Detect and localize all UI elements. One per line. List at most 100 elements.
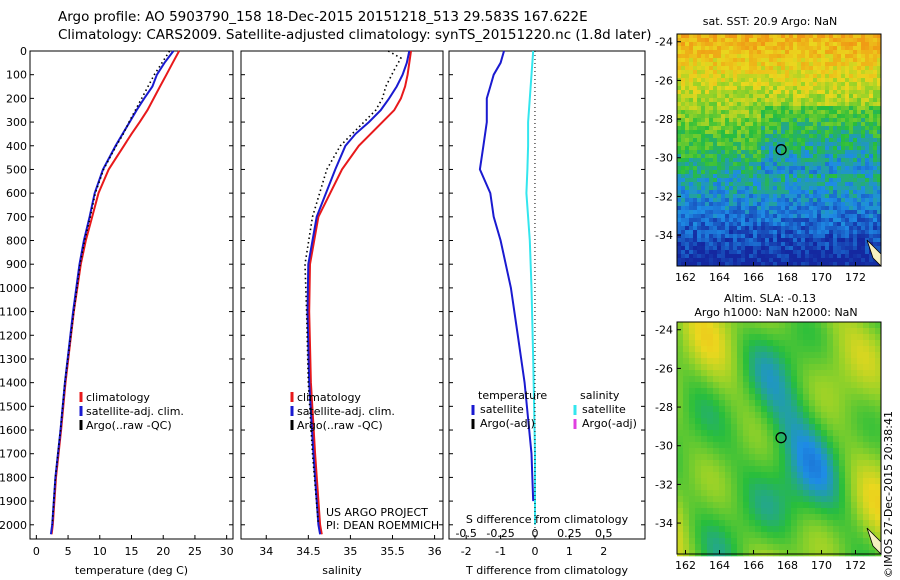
salinity-legend-label: Argo(..raw -QC) (297, 419, 383, 432)
sst-map-coastline (866, 239, 882, 267)
salinity-legend-label: climatology (297, 391, 361, 404)
temperature-xtick-label: 10 (93, 545, 107, 558)
temperature-xtick-label: 15 (125, 545, 139, 558)
sst-map-ytick-label: -32 (655, 190, 673, 203)
sla-map-subtitle: Argo h1000: NaN h2000: NaN (694, 306, 857, 319)
sst-map-xtick-label: 172 (845, 271, 866, 284)
salinity-xlabel: salinity (322, 564, 362, 577)
depth-tick-label: 1300 (0, 353, 27, 366)
difference-series-temperature-satellite (478, 50, 535, 502)
depth-tick-label: 600 (6, 187, 27, 200)
temperature-plot-frame (29, 50, 234, 540)
depth-tick-label: 1000 (0, 282, 27, 295)
sst-map-xtick-label: 164 (709, 271, 730, 284)
depth-tick-label: 1500 (0, 400, 27, 413)
sla-map-xtick-label: 164 (709, 559, 730, 572)
sst-map-ytick-label: -26 (655, 74, 673, 87)
sst-map-field (677, 34, 882, 267)
sst-map-xtick-label: 168 (777, 271, 798, 284)
depth-tick-label: 1900 (0, 495, 27, 508)
sla-map-argo-position-marker (775, 432, 787, 444)
depth-tick-label: 2000 (0, 519, 27, 532)
difference-xtick2-label: 0.25 (557, 527, 582, 540)
difference-xlabel: T difference from climatology (465, 564, 628, 577)
temperature-series-argo-raw-qc- (51, 50, 171, 525)
project-label: US ARGO PROJECT (326, 506, 428, 519)
sst-map-xtick-label: 162 (675, 271, 696, 284)
sla-map-ytick-label: -32 (655, 478, 673, 491)
sst-map-title: sat. SST: 20.9 Argo: NaN (703, 15, 837, 28)
difference-legend-label: satellite (480, 403, 524, 416)
depth-tick-label: 900 (6, 258, 27, 271)
sla-map-xtick-label: 162 (675, 559, 696, 572)
temperature-legend-label: satellite-adj. clim. (86, 405, 184, 418)
salinity-xtick-label: 35 (343, 545, 357, 558)
difference-xtick-label: -1 (495, 545, 506, 558)
difference-series-salinity-satellite (525, 50, 536, 525)
depth-tick-label: 100 (6, 69, 27, 82)
salinity-series-satellite-adj-clim- (306, 50, 411, 535)
sla-map-xtick-label: 168 (777, 559, 798, 572)
salinity-xtick-label: 34.5 (296, 545, 321, 558)
sla-map-ytick-label: -30 (655, 440, 673, 453)
difference-legend-label: Argo(-adj) (480, 417, 535, 430)
depth-tick-label: 300 (6, 116, 27, 129)
sla-map-xtick-label: 166 (743, 559, 764, 572)
temperature-legend-label: climatology (86, 391, 150, 404)
difference-xtick2-label: 0 (531, 527, 538, 540)
sst-map-ytick-label: -34 (655, 229, 673, 242)
temperature-xtick-label: 5 (65, 545, 72, 558)
sla-map-frame (676, 321, 882, 555)
difference-legend-label: temperature (478, 389, 547, 402)
difference-xtick2-label: 0.5 (595, 527, 613, 540)
difference-legend-label: salinity (580, 389, 620, 402)
depth-tick-label: 400 (6, 140, 27, 153)
figure-title-line2: Climatology: CARS2009. Satellite-adjuste… (58, 27, 652, 43)
sst-map-frame (676, 33, 882, 267)
sla-map-ytick-label: -24 (655, 324, 673, 337)
temperature-xtick-label: 25 (188, 545, 202, 558)
sla-map-xtick-label: 170 (811, 559, 832, 572)
depth-tick-label: 500 (6, 163, 27, 176)
depth-tick-label: 1800 (0, 471, 27, 484)
depth-tick-label: 1600 (0, 424, 27, 437)
sst-map-argo-position-marker (775, 144, 787, 156)
sst-map-xtick-label: 166 (743, 271, 764, 284)
sla-map-title: Altim. SLA: -0.13 (724, 292, 816, 305)
difference-legend-label: Argo(-adj) (582, 417, 637, 430)
sla-map-field (677, 322, 882, 557)
sla-map-ytick-label: -34 (655, 517, 673, 530)
temperature-xtick-label: 20 (156, 545, 170, 558)
temperature-series-climatology (50, 50, 180, 535)
depth-tick-label: 200 (6, 92, 27, 105)
difference-legend-label: satellite (582, 403, 626, 416)
sla-map-ytick-label: -26 (655, 362, 673, 375)
depth-tick-label: 0 (20, 45, 27, 58)
depth-tick-label: 1200 (0, 329, 27, 342)
salinity-series-climatology (308, 50, 412, 535)
figure-title-line1: Argo profile: AO 5903790_158 18-Dec-2015… (58, 9, 588, 25)
sla-map-coastline (866, 527, 882, 555)
sst-map-ytick-label: -24 (655, 36, 673, 49)
salinity-plot-frame (240, 50, 444, 540)
salinity-legend-label: satellite-adj. clim. (297, 405, 395, 418)
sst-map-xtick-label: 170 (811, 271, 832, 284)
temperature-series-satellite-adj-clim- (49, 50, 175, 535)
difference-xtick2-label: -0.5 (455, 527, 476, 540)
temperature-xtick-label: 0 (33, 545, 40, 558)
difference-xtick-label: -2 (461, 545, 472, 558)
depth-tick-label: 1100 (0, 306, 27, 319)
temperature-xlabel: temperature (deg C) (75, 564, 188, 577)
difference-xtick-label: 2 (600, 545, 607, 558)
temperature-legend-label: Argo(..raw -QC) (86, 419, 172, 432)
salinity-xtick-label: 35.5 (380, 545, 405, 558)
depth-tick-label: 800 (6, 235, 27, 248)
depth-tick-label: 1400 (0, 377, 27, 390)
pi-label: PI: DEAN ROEMMICH (326, 519, 439, 532)
sst-map-ytick-label: -28 (655, 113, 673, 126)
sla-map-xtick-label: 172 (845, 559, 866, 572)
difference-plot-frame (448, 50, 646, 540)
salinity-series-argo-raw-qc- (304, 50, 402, 525)
salinity-xtick-label: 34 (259, 545, 273, 558)
